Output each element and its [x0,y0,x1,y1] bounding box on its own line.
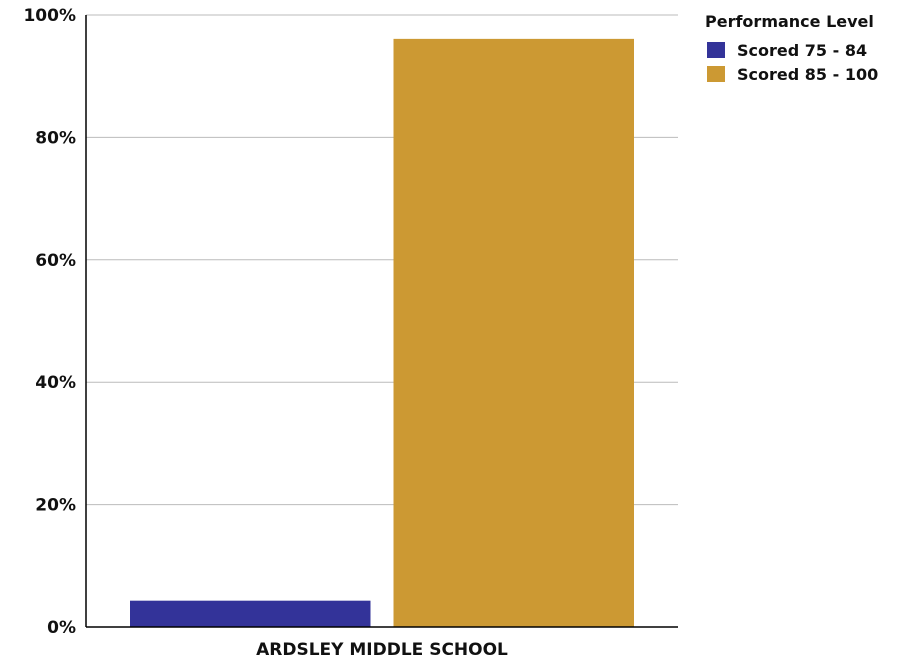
legend-label: Scored 75 - 84 [737,41,867,60]
axes [85,15,678,628]
legend-swatch [707,42,725,58]
bars [130,38,634,628]
bar-scored-85-100 [393,38,634,628]
legend-items: Scored 75 - 84 Scored 85 - 100 [707,41,878,84]
x-category-labels: ARDSLEY MIDDLE SCHOOL [256,640,508,658]
y-tick-labels: 0% 20% 40% 60% 80% 100% [23,6,76,638]
y-tick-label: 20% [35,496,76,516]
legend-swatch [707,66,725,82]
legend-label: Scored 85 - 100 [737,65,878,84]
x-category-label: ARDSLEY MIDDLE SCHOOL [256,640,508,658]
y-tick-label: 40% [35,373,76,393]
y-tick-label: 0% [47,618,76,638]
y-tick-label: 100% [23,6,76,26]
bar-scored-75-84 [130,600,371,627]
y-tick-label: 60% [35,251,76,271]
legend-title: Performance Level [705,12,874,31]
legend: Performance Level Scored 75 - 84 Scored 8… [705,12,878,84]
y-tick-label: 80% [35,128,76,148]
